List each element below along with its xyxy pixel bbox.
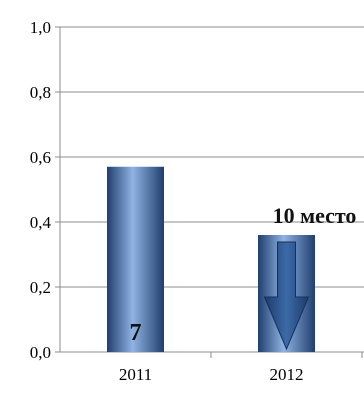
y-tick-label: 0,6 — [30, 148, 51, 167]
y-tick-label: 0,8 — [30, 83, 51, 102]
y-tick-label: 0,0 — [30, 343, 51, 362]
bar-2011 — [107, 166, 164, 352]
y-tick-label: 0,4 — [30, 213, 52, 232]
bar-label: 7 — [130, 320, 142, 346]
x-tick-label: 2011 — [119, 365, 152, 384]
y-tick-label: 0,2 — [30, 278, 51, 297]
x-tick-label: 2012 — [270, 365, 304, 384]
down-arrow-icon — [263, 241, 310, 351]
y-tick-label: 1,0 — [30, 18, 51, 37]
annotation-label: 10 место — [273, 203, 357, 228]
